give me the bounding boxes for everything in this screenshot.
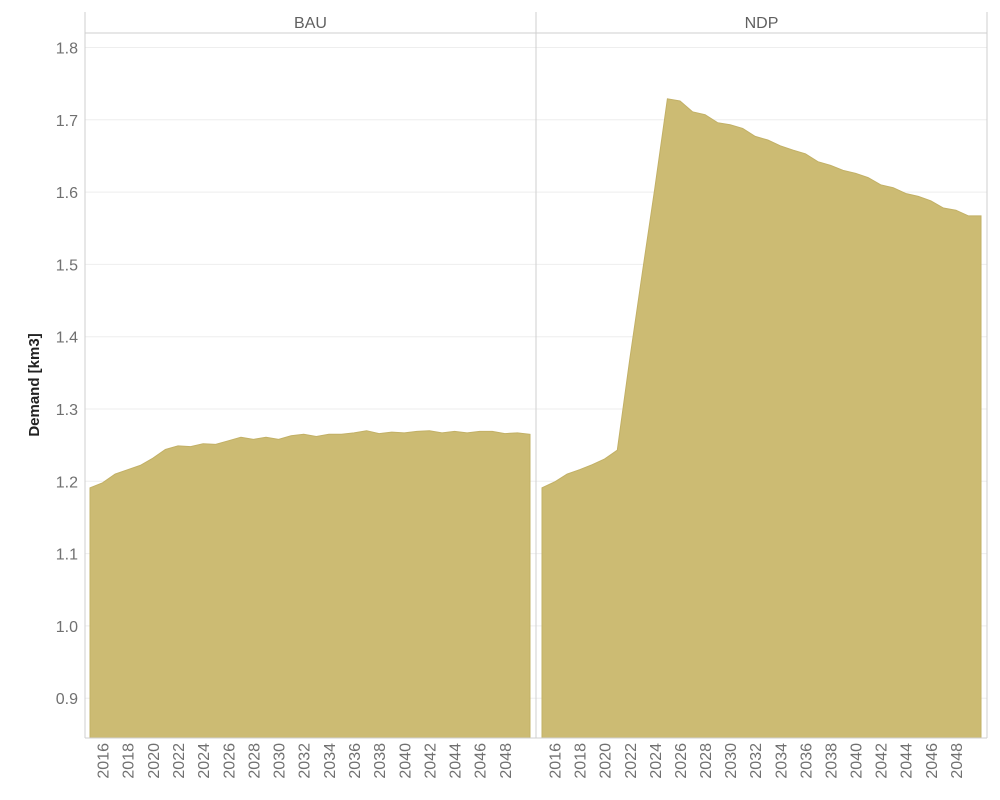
- x-tick-label: 2036: [798, 743, 815, 779]
- x-tick-label: 2038: [372, 743, 389, 779]
- y-tick-label: 1.2: [56, 474, 78, 491]
- areas: [89, 98, 982, 739]
- x-tick-label: 2030: [272, 743, 289, 779]
- x-tick-label: 2040: [397, 743, 414, 779]
- x-tick-label: 2024: [648, 743, 665, 779]
- x-tick-label: 2022: [171, 743, 188, 779]
- x-tick-label: 2032: [297, 743, 314, 779]
- x-tick-label: 2022: [623, 743, 640, 779]
- x-tick-label: 2028: [698, 743, 715, 779]
- x-tick-label: 2016: [548, 743, 565, 779]
- area-bau: [89, 430, 531, 739]
- x-tick-label: 2046: [473, 743, 490, 779]
- x-tick-label: 2042: [874, 743, 891, 779]
- x-tick-label: 2016: [96, 743, 113, 779]
- y-tick-label: 1.1: [56, 547, 78, 564]
- panel-title-bau: BAU: [294, 15, 327, 32]
- y-axis-label: Demand [km3]: [26, 333, 43, 436]
- x-tick-label: 2030: [723, 743, 740, 779]
- x-tick-label: 2040: [849, 743, 866, 779]
- x-tick-label: 2034: [322, 743, 339, 779]
- y-tick-label: 1.3: [56, 402, 78, 419]
- x-tick-label: 2042: [422, 743, 439, 779]
- panel-titles: BAU NDP: [294, 15, 778, 32]
- x-tick-label: 2018: [121, 743, 138, 779]
- x-tick-label: 2026: [221, 743, 238, 779]
- panel-frames: [84, 12, 988, 739]
- x-tick-label: 2026: [673, 743, 690, 779]
- y-tick-label: 1.5: [56, 257, 78, 274]
- panel-title-ndp: NDP: [745, 15, 779, 32]
- x-tick-label: 2048: [949, 743, 966, 779]
- y-axis-ticks: 0.9 1.0 1.1 1.2 1.3 1.4 1.5 1.6 1.7 1.8: [56, 40, 78, 708]
- x-tick-label: 2046: [924, 743, 941, 779]
- y-tick-label: 1.0: [56, 619, 78, 636]
- x-tick-label: 2028: [246, 743, 263, 779]
- x-tick-label: 2044: [448, 743, 465, 779]
- x-axis-ticks: 2016 2018 2020 2022 2024 2026 2028 2030 2032 2034…: [96, 743, 966, 779]
- x-tick-label: 2036: [347, 743, 364, 779]
- x-tick-label: 2024: [196, 743, 213, 779]
- x-tick-label: 2034: [773, 743, 790, 779]
- x-tick-label: 2038: [824, 743, 841, 779]
- x-tick-label: 2020: [146, 743, 163, 779]
- x-tick-label: 2032: [748, 743, 765, 779]
- x-tick-label: 2018: [573, 743, 590, 779]
- x-tick-label: 2044: [899, 743, 916, 779]
- area-ndp: [541, 98, 982, 739]
- x-tick-label: 2020: [598, 743, 615, 779]
- y-tick-label: 1.4: [56, 330, 78, 347]
- y-tick-label: 1.7: [56, 113, 78, 130]
- y-tick-label: 1.8: [56, 40, 78, 57]
- y-tick-label: 0.9: [56, 691, 78, 708]
- x-tick-label: 2048: [498, 743, 515, 779]
- y-tick-label: 1.6: [56, 185, 78, 202]
